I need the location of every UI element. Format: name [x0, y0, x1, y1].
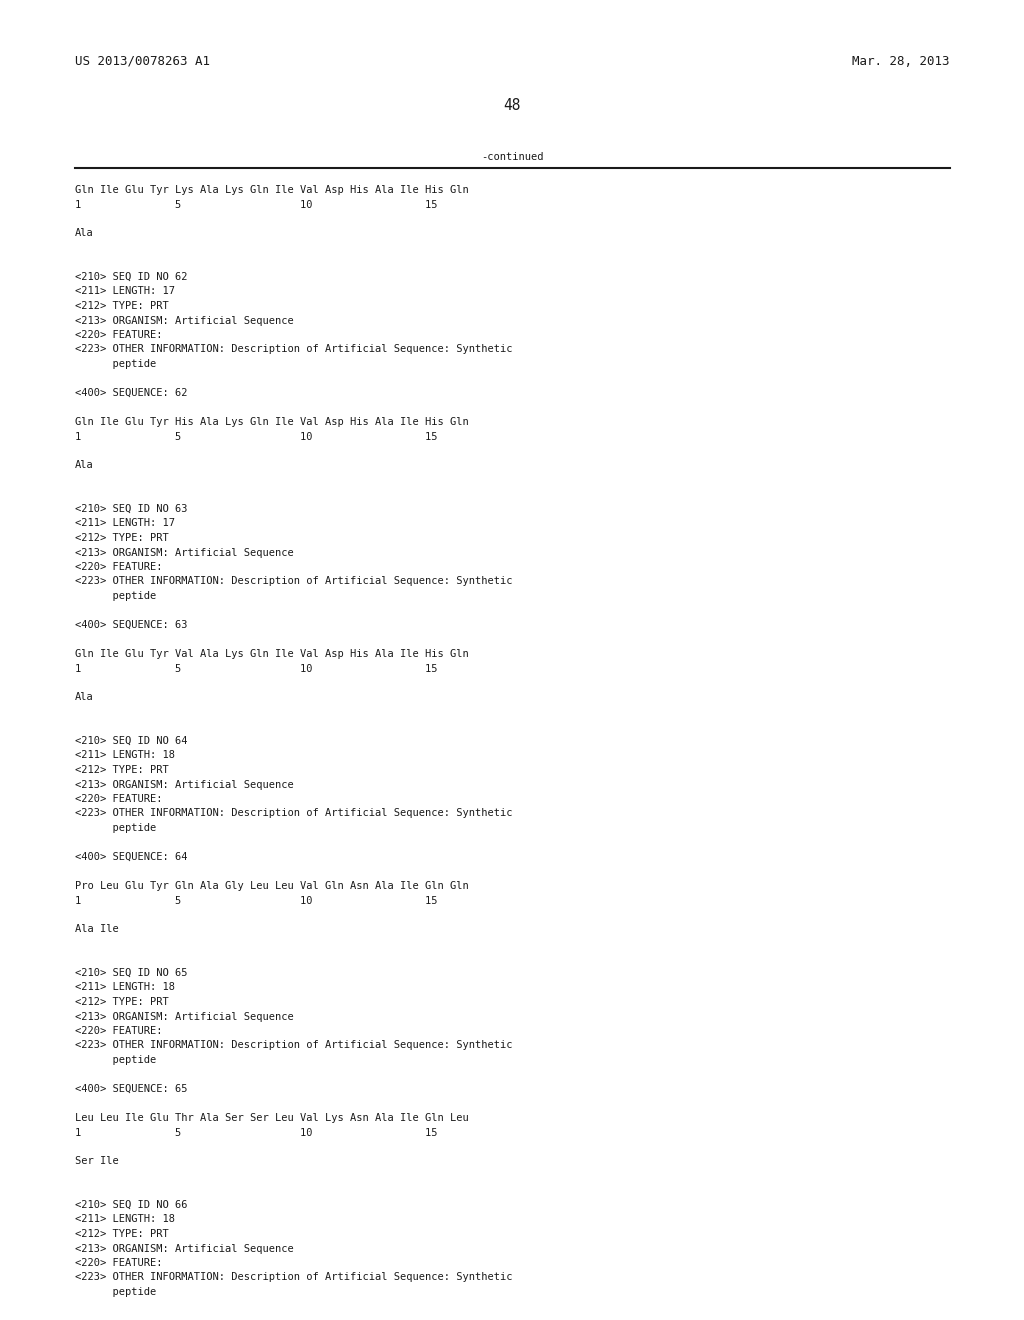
- Text: <220> FEATURE:: <220> FEATURE:: [75, 795, 163, 804]
- Text: <213> ORGANISM: Artificial Sequence: <213> ORGANISM: Artificial Sequence: [75, 780, 294, 789]
- Text: Leu Leu Ile Glu Thr Ala Ser Ser Leu Val Lys Asn Ala Ile Gln Leu: Leu Leu Ile Glu Thr Ala Ser Ser Leu Val …: [75, 1113, 469, 1123]
- Text: <211> LENGTH: 18: <211> LENGTH: 18: [75, 982, 175, 993]
- Text: <220> FEATURE:: <220> FEATURE:: [75, 562, 163, 572]
- Text: <212> TYPE: PRT: <212> TYPE: PRT: [75, 1229, 169, 1239]
- Text: US 2013/0078263 A1: US 2013/0078263 A1: [75, 55, 210, 69]
- Text: 1               5                   10                  15: 1 5 10 15: [75, 1127, 437, 1138]
- Text: 1               5                   10                  15: 1 5 10 15: [75, 432, 437, 441]
- Text: <223> OTHER INFORMATION: Description of Artificial Sequence: Synthetic: <223> OTHER INFORMATION: Description of …: [75, 577, 512, 586]
- Text: <211> LENGTH: 18: <211> LENGTH: 18: [75, 751, 175, 760]
- Text: <210> SEQ ID NO 64: <210> SEQ ID NO 64: [75, 737, 187, 746]
- Text: peptide: peptide: [75, 591, 157, 601]
- Text: <213> ORGANISM: Artificial Sequence: <213> ORGANISM: Artificial Sequence: [75, 1243, 294, 1254]
- Text: peptide: peptide: [75, 1055, 157, 1065]
- Text: <400> SEQUENCE: 62: <400> SEQUENCE: 62: [75, 388, 187, 399]
- Text: <211> LENGTH: 17: <211> LENGTH: 17: [75, 286, 175, 297]
- Text: peptide: peptide: [75, 359, 157, 370]
- Text: Gln Ile Glu Tyr Val Ala Lys Gln Ile Val Asp His Ala Ile His Gln: Gln Ile Glu Tyr Val Ala Lys Gln Ile Val …: [75, 649, 469, 659]
- Text: Ala: Ala: [75, 693, 94, 702]
- Text: <211> LENGTH: 17: <211> LENGTH: 17: [75, 519, 175, 528]
- Text: <223> OTHER INFORMATION: Description of Artificial Sequence: Synthetic: <223> OTHER INFORMATION: Description of …: [75, 345, 512, 355]
- Text: <220> FEATURE:: <220> FEATURE:: [75, 330, 163, 341]
- Text: <212> TYPE: PRT: <212> TYPE: PRT: [75, 533, 169, 543]
- Text: <400> SEQUENCE: 63: <400> SEQUENCE: 63: [75, 620, 187, 630]
- Text: Ala: Ala: [75, 228, 94, 239]
- Text: <220> FEATURE:: <220> FEATURE:: [75, 1026, 163, 1036]
- Text: Ala: Ala: [75, 461, 94, 470]
- Text: 1               5                   10                  15: 1 5 10 15: [75, 895, 437, 906]
- Text: 1               5                   10                  15: 1 5 10 15: [75, 199, 437, 210]
- Text: <223> OTHER INFORMATION: Description of Artificial Sequence: Synthetic: <223> OTHER INFORMATION: Description of …: [75, 1040, 512, 1051]
- Text: Mar. 28, 2013: Mar. 28, 2013: [853, 55, 950, 69]
- Text: <400> SEQUENCE: 64: <400> SEQUENCE: 64: [75, 851, 187, 862]
- Text: <223> OTHER INFORMATION: Description of Artificial Sequence: Synthetic: <223> OTHER INFORMATION: Description of …: [75, 1272, 512, 1283]
- Text: peptide: peptide: [75, 1287, 157, 1298]
- Text: Ser Ile: Ser Ile: [75, 1156, 119, 1167]
- Text: 48: 48: [503, 98, 521, 114]
- Text: <212> TYPE: PRT: <212> TYPE: PRT: [75, 301, 169, 312]
- Text: <213> ORGANISM: Artificial Sequence: <213> ORGANISM: Artificial Sequence: [75, 548, 294, 557]
- Text: <213> ORGANISM: Artificial Sequence: <213> ORGANISM: Artificial Sequence: [75, 1011, 294, 1022]
- Text: Gln Ile Glu Tyr His Ala Lys Gln Ile Val Asp His Ala Ile His Gln: Gln Ile Glu Tyr His Ala Lys Gln Ile Val …: [75, 417, 469, 426]
- Text: Gln Ile Glu Tyr Lys Ala Lys Gln Ile Val Asp His Ala Ile His Gln: Gln Ile Glu Tyr Lys Ala Lys Gln Ile Val …: [75, 185, 469, 195]
- Text: <400> SEQUENCE: 65: <400> SEQUENCE: 65: [75, 1084, 187, 1094]
- Text: <212> TYPE: PRT: <212> TYPE: PRT: [75, 766, 169, 775]
- Text: -continued: -continued: [480, 152, 544, 162]
- Text: <210> SEQ ID NO 63: <210> SEQ ID NO 63: [75, 504, 187, 513]
- Text: <213> ORGANISM: Artificial Sequence: <213> ORGANISM: Artificial Sequence: [75, 315, 294, 326]
- Text: Ala Ile: Ala Ile: [75, 924, 119, 935]
- Text: <211> LENGTH: 18: <211> LENGTH: 18: [75, 1214, 175, 1225]
- Text: Pro Leu Glu Tyr Gln Ala Gly Leu Leu Val Gln Asn Ala Ile Gln Gln: Pro Leu Glu Tyr Gln Ala Gly Leu Leu Val …: [75, 880, 469, 891]
- Text: <210> SEQ ID NO 65: <210> SEQ ID NO 65: [75, 968, 187, 978]
- Text: <212> TYPE: PRT: <212> TYPE: PRT: [75, 997, 169, 1007]
- Text: <223> OTHER INFORMATION: Description of Artificial Sequence: Synthetic: <223> OTHER INFORMATION: Description of …: [75, 808, 512, 818]
- Text: <210> SEQ ID NO 66: <210> SEQ ID NO 66: [75, 1200, 187, 1210]
- Text: 1               5                   10                  15: 1 5 10 15: [75, 664, 437, 673]
- Text: <210> SEQ ID NO 62: <210> SEQ ID NO 62: [75, 272, 187, 282]
- Text: peptide: peptide: [75, 822, 157, 833]
- Text: <220> FEATURE:: <220> FEATURE:: [75, 1258, 163, 1269]
